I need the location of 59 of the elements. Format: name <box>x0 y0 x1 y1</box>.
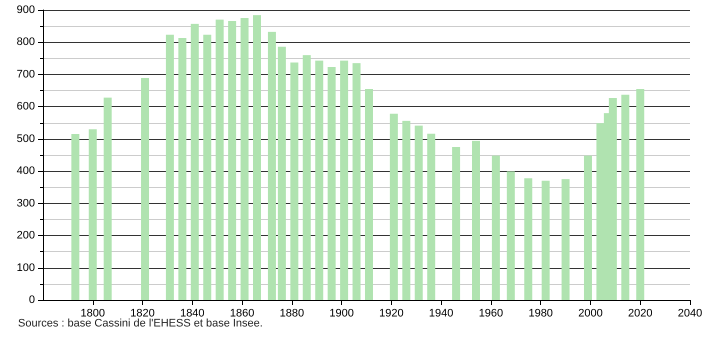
bar <box>452 146 460 300</box>
bar <box>228 20 236 300</box>
x-tick-label: 2040 <box>678 308 702 320</box>
bar <box>506 171 515 300</box>
bar <box>414 126 423 300</box>
bar <box>636 88 644 300</box>
bar <box>290 62 298 300</box>
bar <box>268 32 276 300</box>
bar <box>492 156 500 300</box>
source-note: Sources : base Cassini de l'EHESS et base Insee. <box>18 318 263 330</box>
bar <box>278 46 286 300</box>
bar <box>472 140 480 300</box>
y-tick-label: 400 <box>16 165 35 178</box>
bar <box>141 78 150 300</box>
bar <box>104 98 112 300</box>
bar <box>352 63 361 300</box>
bar <box>584 156 592 300</box>
y-tick-label: 200 <box>16 230 35 242</box>
bar <box>253 15 262 300</box>
x-tick-label: 2020 <box>628 308 652 320</box>
y-tick-label: 500 <box>16 132 35 145</box>
y-tick-label: 800 <box>16 36 35 48</box>
x-tick-label: 1860 <box>230 308 254 320</box>
bar <box>315 60 324 300</box>
bar <box>190 24 199 300</box>
bar <box>178 38 186 300</box>
bar <box>542 180 550 300</box>
bar <box>524 178 532 300</box>
bar <box>203 34 212 300</box>
y-tick-label: 100 <box>16 262 35 274</box>
y-tick-label: 600 <box>16 100 35 113</box>
bar <box>340 60 348 300</box>
bar <box>302 55 311 300</box>
x-tick-label: 1880 <box>280 308 304 320</box>
bar <box>390 114 398 300</box>
x-tick-label: 1800 <box>80 308 106 320</box>
x-tick-label: 1940 <box>428 308 454 320</box>
bar <box>328 67 336 300</box>
x-tick-label: 2000 <box>578 308 603 320</box>
bar <box>71 134 80 300</box>
y-tick-label: 900 <box>16 4 35 16</box>
x-tick-label: 1980 <box>528 308 553 320</box>
x-tick-label: 1840 <box>180 308 205 320</box>
x-tick-label: 1920 <box>379 308 404 320</box>
x-tick-label: 1820 <box>130 308 155 320</box>
x-tick-label: 1960 <box>478 308 504 320</box>
y-tick-label: 700 <box>16 68 35 80</box>
bar <box>216 20 224 300</box>
bar <box>364 88 373 300</box>
bar <box>621 94 630 300</box>
x-tick-label: 1900 <box>329 308 354 320</box>
bar <box>402 120 410 300</box>
y-tick-label: 0 <box>28 294 35 306</box>
bar <box>240 18 249 300</box>
bar <box>562 179 570 300</box>
y-tick-label: 300 <box>16 197 35 210</box>
bar <box>166 34 174 300</box>
bar <box>88 129 97 300</box>
bar <box>427 134 436 300</box>
